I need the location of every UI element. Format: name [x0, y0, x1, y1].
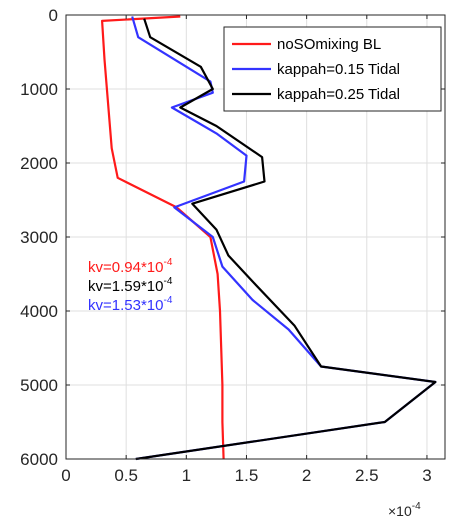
legend-label-1: kappah=0.15 Tidal: [277, 61, 400, 78]
series-line-0: [100, 15, 225, 460]
y-tick-label-0: 0: [49, 6, 58, 25]
x-tick-label-4: 2: [302, 466, 311, 485]
y-tick-label-2: 2000: [20, 154, 58, 173]
y-tick-label-1: 1000: [20, 80, 58, 99]
x-exponent-text: ×10-4: [388, 501, 421, 519]
annotations: kv=0.94*10-4kv=1.59*10-4kv=1.53*10-4: [88, 257, 173, 314]
kv-annotation-2: kv=1.53*10-4: [88, 295, 173, 314]
x-tick-label-5: 2.5: [355, 466, 379, 485]
legend-label-0: noSOmixing BL: [277, 36, 381, 53]
kv-annotation-0: kv=0.94*10-4: [88, 257, 173, 276]
x-tick-labels: 0 0.5 1 1.5 2 2.5 3: [61, 466, 431, 485]
x-tick-label-1: 0.5: [114, 466, 138, 485]
legend-label-2: kappah=0.25 Tidal: [277, 86, 400, 103]
x-tick-label-3: 1.5: [235, 466, 259, 485]
series-lines: [100, 15, 437, 461]
y-tick-label-6: 6000: [20, 450, 58, 469]
series-line-2: [135, 18, 437, 461]
legend: noSOmixing BL kappah=0.15 Tidal kappah=0.2…: [223, 26, 442, 112]
y-tick-labels: 0 1000 2000 3000 4000 5000 6000: [20, 6, 58, 469]
x-tick-label-6: 3: [422, 466, 431, 485]
kv-annotation-1: kv=1.59*10-4: [88, 276, 173, 295]
x-tick-label-0: 0: [61, 466, 70, 485]
x-tick-label-2: 1: [182, 466, 191, 485]
y-tick-label-5: 5000: [20, 376, 58, 395]
y-tick-label-4: 4000: [20, 302, 58, 321]
tick-marks: [65, 14, 445, 460]
x-exponent-label: ×10-4: [388, 501, 421, 519]
y-tick-label-3: 3000: [20, 228, 58, 247]
